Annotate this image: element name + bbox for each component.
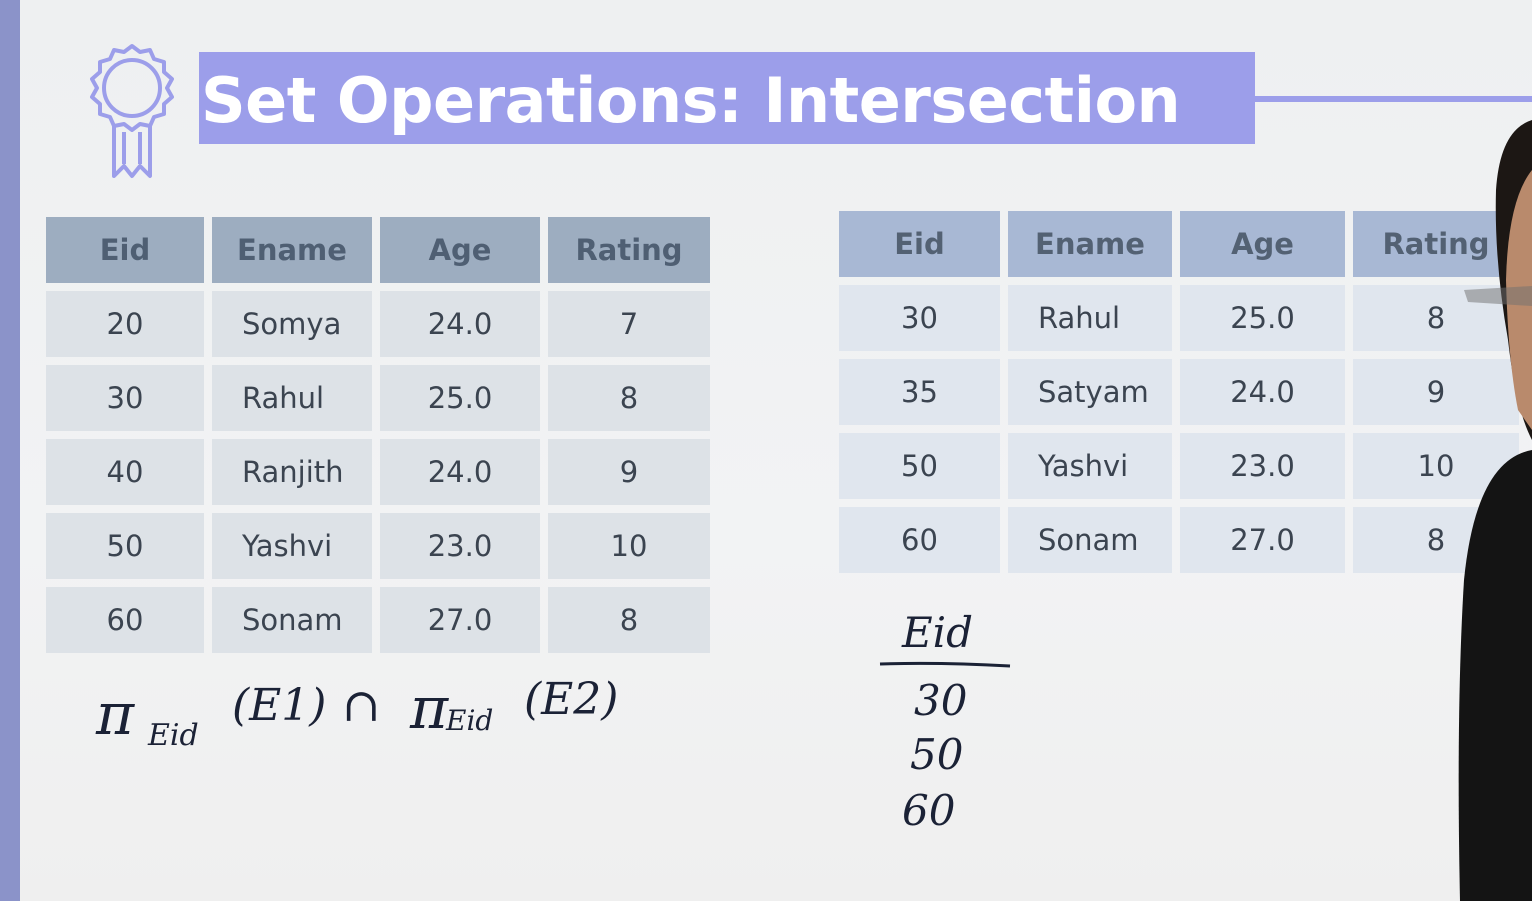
column-header-rating: Rating	[548, 217, 710, 283]
title-highlight	[199, 52, 1255, 144]
cell-eid: 60	[46, 587, 204, 653]
cell-rating: 9	[548, 439, 710, 505]
cell-age: 27.0	[380, 587, 540, 653]
cell-age: 24.0	[380, 291, 540, 357]
table-row: 60 Sonam 27.0 8	[46, 587, 710, 653]
cell-eid: 50	[46, 513, 204, 579]
cell-age: 23.0	[1180, 433, 1345, 499]
relation-e1-table: Eid Ename Age Rating 20 Somya 24.0 7 30 …	[38, 209, 718, 661]
table-row: 20 Somya 24.0 7	[46, 291, 710, 357]
table-header-row: Eid Ename Age Rating	[46, 217, 710, 283]
handwritten-subscript-eid: Eid	[446, 704, 494, 737]
page-title: Set Operations: Intersection	[201, 64, 1181, 137]
handwritten-intersection-symbol: ∩	[342, 678, 381, 732]
column-header-ename: Ename	[212, 217, 372, 283]
handwritten-arg-e2: (E2)	[524, 674, 619, 725]
cell-rating: 8	[548, 587, 710, 653]
handwritten-underline	[879, 661, 1011, 668]
table-row: 30 Rahul 25.0 8	[46, 365, 710, 431]
cell-eid: 35	[839, 359, 1000, 425]
cell-eid: 30	[839, 285, 1000, 351]
cell-ename: Yashvi	[1008, 433, 1172, 499]
cell-eid: 50	[839, 433, 1000, 499]
cell-age: 24.0	[380, 439, 540, 505]
cell-age: 24.0	[1180, 359, 1345, 425]
handwritten-arg-e1: (E1)	[232, 680, 327, 731]
cell-ename: Sonam	[1008, 507, 1172, 573]
cell-rating: 9	[1353, 359, 1519, 425]
cell-ename: Ranjith	[212, 439, 372, 505]
column-header-age: Age	[380, 217, 540, 283]
table-row: 50 Yashvi 23.0 10	[46, 513, 710, 579]
table-row: 60 Sonam 27.0 8	[839, 507, 1519, 573]
relation-e2-table: Eid Ename Age Rating 30 Rahul 25.0 8 35 …	[831, 203, 1527, 581]
cell-ename: Rahul	[1008, 285, 1172, 351]
handwritten-result-header: Eid	[902, 608, 973, 657]
cell-eid: 30	[46, 365, 204, 431]
column-header-rating: Rating	[1353, 211, 1519, 277]
column-header-age: Age	[1180, 211, 1345, 277]
table-header-row: Eid Ename Age Rating	[839, 211, 1519, 277]
cell-eid: 60	[839, 507, 1000, 573]
cell-ename: Rahul	[212, 365, 372, 431]
cell-age: 27.0	[1180, 507, 1345, 573]
handwritten-result-value: 60	[902, 786, 956, 835]
handwritten-projection-symbol: π	[410, 674, 449, 742]
cell-rating: 10	[548, 513, 710, 579]
column-header-ename: Ename	[1008, 211, 1172, 277]
table-row: 35 Satyam 24.0 9	[839, 359, 1519, 425]
cell-ename: Sonam	[212, 587, 372, 653]
cell-age: 25.0	[1180, 285, 1345, 351]
column-header-eid: Eid	[46, 217, 204, 283]
table-row: 40 Ranjith 24.0 9	[46, 439, 710, 505]
handwritten-result-value: 50	[910, 730, 964, 779]
column-header-eid: Eid	[839, 211, 1000, 277]
title-rule	[1254, 96, 1532, 102]
table-row: 30 Rahul 25.0 8	[839, 285, 1519, 351]
table-row: 50 Yashvi 23.0 10	[839, 433, 1519, 499]
handwritten-result-value: 30	[914, 676, 968, 725]
cell-eid: 20	[46, 291, 204, 357]
cell-age: 25.0	[380, 365, 540, 431]
handwritten-subscript-eid: Eid	[148, 718, 199, 753]
cell-rating: 7	[548, 291, 710, 357]
handwritten-projection-symbol: π	[96, 680, 135, 748]
cell-ename: Somya	[212, 291, 372, 357]
left-accent-bar	[0, 0, 20, 901]
cell-rating: 8	[1353, 285, 1519, 351]
cell-eid: 40	[46, 439, 204, 505]
cell-age: 23.0	[380, 513, 540, 579]
cell-rating: 8	[548, 365, 710, 431]
cell-ename: Yashvi	[212, 513, 372, 579]
cell-ename: Satyam	[1008, 359, 1172, 425]
award-ribbon-icon	[90, 44, 174, 178]
presenter-figure	[1458, 120, 1532, 901]
